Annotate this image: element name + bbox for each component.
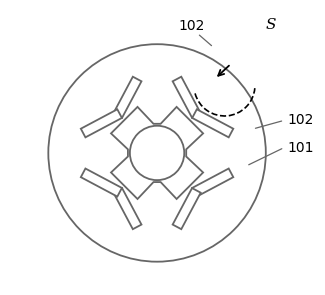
Polygon shape xyxy=(81,109,122,137)
Polygon shape xyxy=(173,77,201,118)
Circle shape xyxy=(48,44,266,262)
Text: 101: 101 xyxy=(288,140,314,155)
Text: 102: 102 xyxy=(179,19,205,33)
Polygon shape xyxy=(173,188,201,229)
Text: S: S xyxy=(266,18,277,32)
Polygon shape xyxy=(113,188,141,229)
Polygon shape xyxy=(111,107,203,199)
Text: 102: 102 xyxy=(288,113,314,127)
Polygon shape xyxy=(192,109,233,137)
Polygon shape xyxy=(113,77,141,118)
Polygon shape xyxy=(81,168,122,196)
Polygon shape xyxy=(192,168,233,196)
